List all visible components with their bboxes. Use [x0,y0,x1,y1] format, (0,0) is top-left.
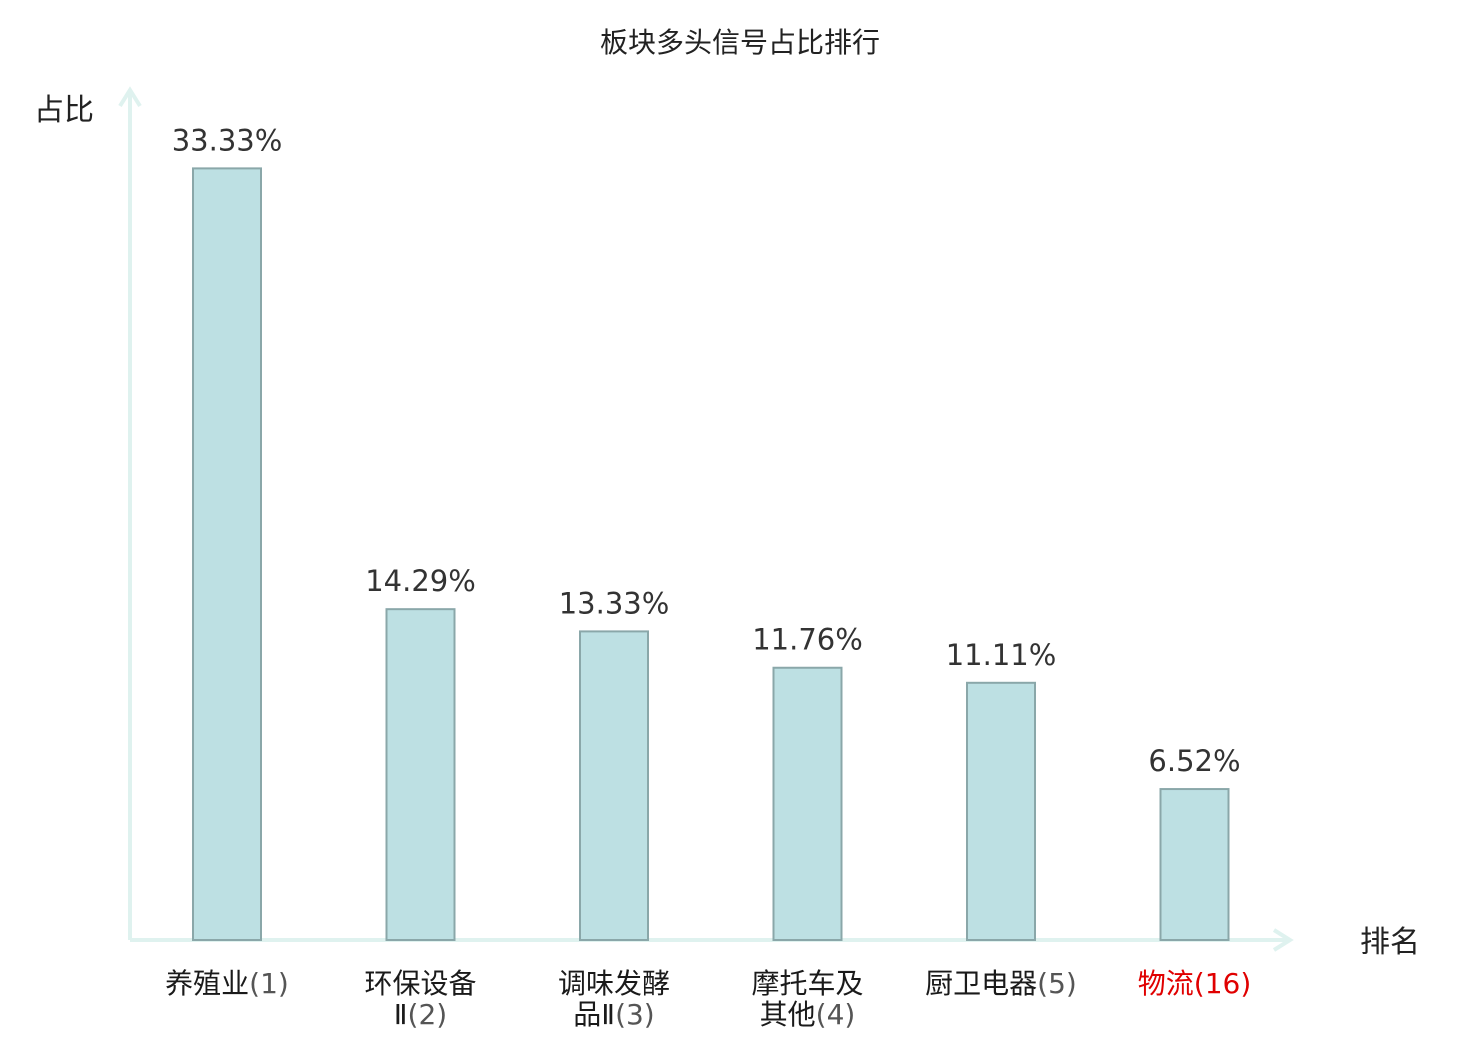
x-tick-rank: (4) [816,998,856,1031]
x-tick-label-line: 养殖业 [165,967,249,1000]
y-axis-label: 占比 [34,93,94,128]
bar-value-label: 6.52% [1148,744,1240,778]
x-tick-label: 摩托车及其他(4) [751,967,863,1031]
x-tick-label: 厨卫电器(5) [925,967,1077,1000]
bar-value-label: 14.29% [365,564,476,598]
x-tick-label-line: 调味发酵 [558,967,670,1000]
axes [118,86,1294,952]
x-tick-label: 物流(16) [1138,967,1252,1000]
x-tick-label: 调味发酵品Ⅱ(3) [558,967,670,1031]
bars-group [192,167,1230,942]
x-tick-rank: (1) [249,967,289,1000]
x-tick-rank: (16) [1194,967,1251,1000]
bar-value-label: 11.11% [946,638,1057,672]
x-tick-label-line: Ⅱ [394,998,408,1031]
x-tick-label-line: 物流 [1138,967,1194,1000]
x-tick-rank: (5) [1037,967,1077,1000]
x-axis-arrow [1272,928,1294,952]
x-tick-rank: (3) [615,998,655,1031]
bar [192,167,262,941]
x-tick-label-line: 其他 [760,998,816,1031]
x-tick-label-line: 摩托车及 [751,967,863,1000]
bar-value-label: 33.33% [172,123,283,157]
bar [385,608,456,941]
bar-value-label: 13.33% [559,586,670,620]
x-tick-label: 环保设备 Ⅱ(2) [364,967,476,1031]
x-tick-label: 养殖业(1) [165,967,289,1000]
chart-title: 板块多头信号占比排行 [600,26,880,59]
y-axis-arrow [118,86,142,108]
x-tick-rank: (2) [408,998,448,1031]
bar-value-label: 11.76% [752,623,863,657]
value-labels-group: 33.33% 14.29% 13.33% 11.76% 11.11% 6.52% [172,123,1241,778]
bar [1159,788,1230,942]
x-tick-label-line: 品Ⅱ [573,998,615,1031]
bar [772,666,843,941]
bar [579,630,649,941]
bar [966,681,1036,941]
x-tick-label-line: 厨卫电器 [925,967,1037,1000]
x-axis-label: 排名 [1360,925,1420,960]
x-tick-label-line: 环保设备 [364,967,476,1000]
x-tick-labels-group: 养殖业(1) 环保设备 Ⅱ(2) 调味发酵品Ⅱ(3) 摩托车及其他(4) 厨卫电器(5) 物… [165,967,1251,1031]
